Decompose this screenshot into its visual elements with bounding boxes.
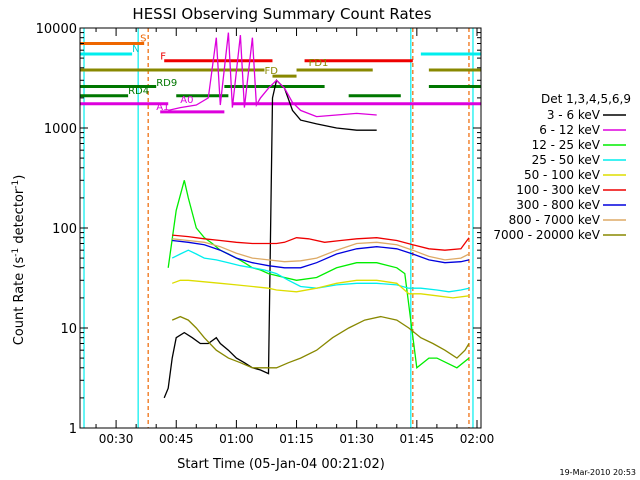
flag-label-8: A1 — [156, 102, 169, 113]
x-axis-label: Start Time (05-Jan-04 00:21:02) — [177, 457, 385, 472]
series-line-2 — [167, 180, 470, 370]
y-axis-label-end: ) — [12, 175, 27, 180]
flag-label-7: A0 — [180, 95, 193, 106]
legend-entry-8: 7000 - 20000 keV — [493, 228, 600, 242]
series-line-8 — [171, 315, 470, 369]
legend-entry-0: 3 - 6 keV — [547, 108, 601, 122]
y-axis-label: Count Rate (s-1 detector-1) — [11, 175, 27, 346]
y-tick-label-1: 10 — [60, 322, 77, 337]
legend-entry-1: 6 - 12 keV — [539, 123, 601, 137]
x-tick-label-5: 01:45 — [400, 432, 435, 446]
x-tick-label-1: 00:45 — [159, 432, 194, 446]
y-tick-label-4: 10000 — [36, 22, 77, 37]
series-line-1 — [168, 32, 377, 118]
y-tick-label-3: 1000 — [44, 122, 77, 137]
x-tick-label-0: 00:30 — [99, 432, 134, 446]
legend-entry-6: 300 - 800 keV — [516, 198, 600, 212]
legend-title: Det 1,3,4,5,6,9 — [541, 92, 631, 106]
flag-label-4: FD — [264, 66, 278, 77]
y-axis-label-mid: detector — [12, 188, 27, 248]
legend-entry-5: 100 - 300 keV — [516, 183, 600, 197]
flag-label-5: RD9 — [156, 78, 177, 89]
series-line-6 — [172, 239, 470, 269]
x-tick-label-3: 01:15 — [279, 432, 314, 446]
x-tick-label-2: 01:00 — [219, 432, 254, 446]
flag-label-0: S — [140, 33, 146, 44]
series-line-5 — [172, 234, 470, 251]
legend-entry-2: 12 - 25 keV — [532, 138, 601, 152]
x-tick-label-6: 02:00 — [460, 432, 495, 446]
footer-timestamp: 19-Mar-2010 20:53 — [560, 468, 637, 477]
plot-content: SN F FD1 FD RD9 RD4 A0 A1 — [80, 28, 481, 428]
y-tick-label-2: 100 — [52, 222, 77, 237]
series-line-7 — [172, 238, 470, 263]
legend-entry-7: 800 - 7000 keV — [509, 213, 601, 227]
series-line-3 — [171, 249, 470, 293]
legend-entry-4: 50 - 100 keV — [524, 168, 601, 182]
legend-entry-3: 25 - 50 keV — [532, 153, 601, 167]
flag-label-2: F — [160, 52, 166, 63]
y-axis-label-sup2: -1 — [11, 180, 21, 189]
x-tick-label-4: 01:30 — [339, 432, 374, 446]
chart-title: HESSI Observing Summary Count Rates — [132, 5, 431, 23]
y-axis-label-main: Count Rate (s — [12, 257, 27, 346]
flag-label-3: FD1 — [309, 58, 329, 69]
plot-area: SN F FD1 FD RD9 RD4 A0 A1 — [80, 28, 481, 428]
y-tick-label-0: 1 — [69, 422, 77, 437]
series-line-4 — [171, 279, 470, 299]
axes: 00:30 00:45 01:00 01:15 01:30 01:45 02:00 1 10 10… — [36, 22, 495, 446]
flag-label-6: RD4 — [128, 86, 149, 97]
series-line-0 — [163, 79, 377, 399]
y-axis-label-sup1: -1 — [11, 248, 21, 257]
flag-label-1: N — [132, 44, 139, 55]
